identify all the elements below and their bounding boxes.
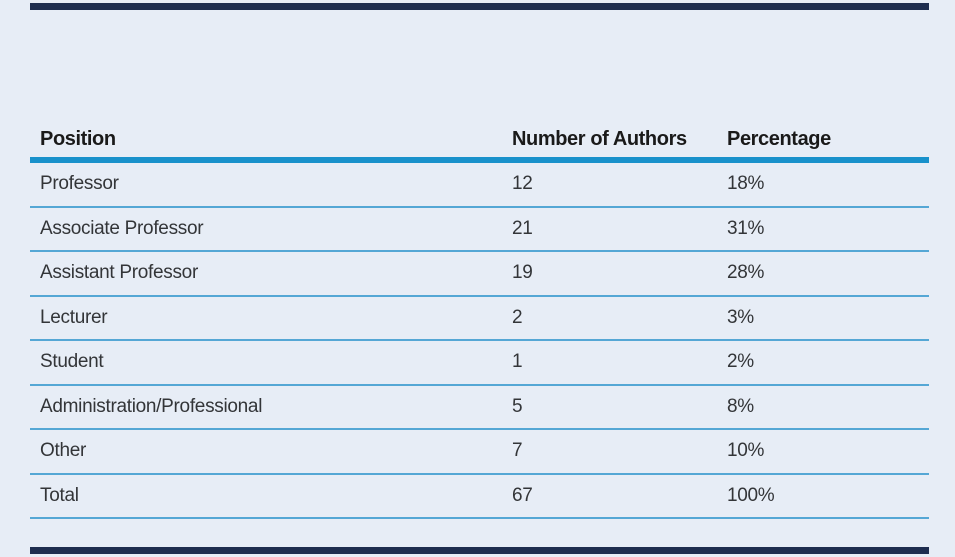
cell-authors: 2 (512, 306, 523, 328)
table-row: Assistant Professor 19 28% (30, 252, 929, 297)
cell-position: Student (40, 351, 104, 373)
column-header-percentage: Percentage (727, 128, 831, 150)
table-row-total: Total 67 100% (30, 475, 929, 519)
cell-authors: 12 (512, 173, 533, 195)
cell-authors: 1 (512, 351, 523, 373)
table-row: Lecturer 2 3% (30, 297, 929, 341)
cell-position: Assistant Professor (40, 262, 198, 284)
cell-authors: 67 (512, 484, 533, 506)
cell-percentage: 18% (727, 173, 765, 195)
table-body: Professor 12 18% Associate Professor 21 … (30, 163, 929, 519)
cell-authors: 19 (512, 262, 533, 284)
cell-authors: 21 (512, 217, 533, 239)
cell-percentage: 28% (727, 262, 765, 284)
table-row: Professor 12 18% (30, 163, 929, 208)
table-row: Other 7 10% (30, 430, 929, 475)
cell-position: Lecturer (40, 306, 108, 328)
cell-percentage: 8% (727, 395, 754, 417)
cell-authors: 5 (512, 395, 523, 417)
cell-position: Administration/Professional (40, 395, 263, 417)
table-row: Associate Professor 21 31% (30, 208, 929, 252)
cell-percentage: 2% (727, 351, 754, 373)
cell-percentage: 10% (727, 440, 765, 462)
cell-percentage: 31% (727, 217, 765, 239)
cell-position: Associate Professor (40, 217, 204, 239)
table-row: Student 1 2% (30, 341, 929, 386)
table-header-row: Position Number of Authors Percentage (30, 116, 929, 154)
table-row: Administration/Professional 5 8% (30, 386, 929, 430)
bottom-frame-rule (30, 547, 929, 554)
cell-percentage: 100% (727, 484, 775, 506)
header-rule (30, 157, 929, 163)
cell-authors: 7 (512, 440, 523, 462)
column-header-position: Position (40, 128, 116, 150)
top-frame-rule (30, 3, 929, 10)
column-header-authors: Number of Authors (512, 128, 687, 150)
cell-position: Professor (40, 173, 119, 195)
cell-position: Other (40, 440, 87, 462)
cell-position: Total (40, 484, 79, 506)
cell-percentage: 3% (727, 306, 754, 328)
